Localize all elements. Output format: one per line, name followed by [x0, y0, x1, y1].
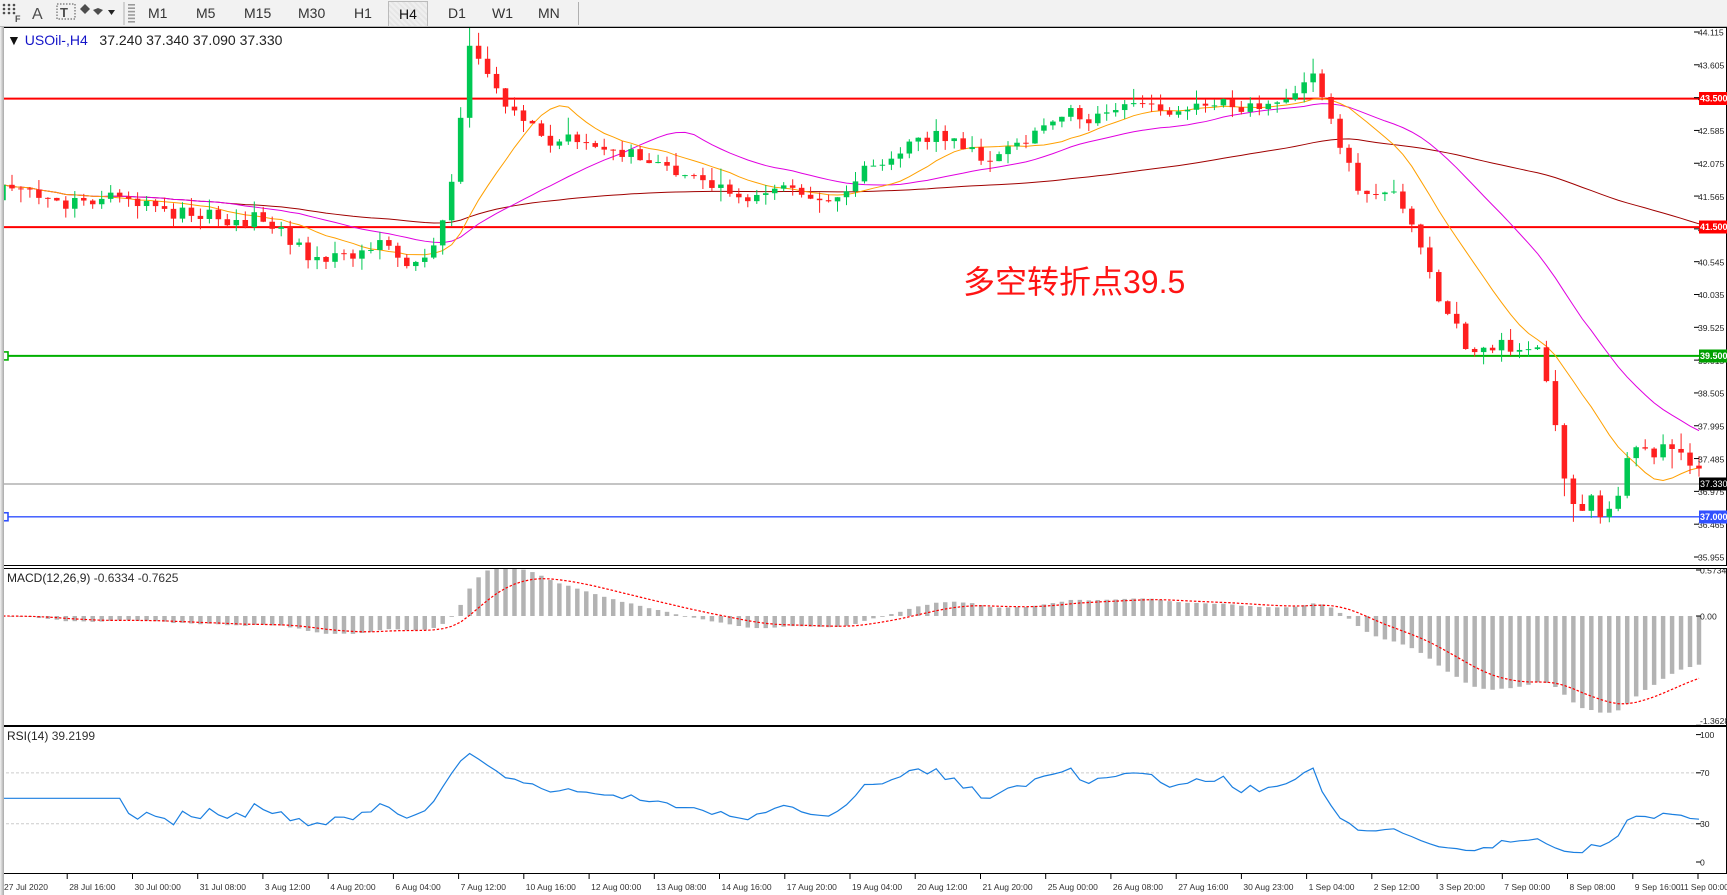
svg-text:6 Aug 04:00: 6 Aug 04:00: [395, 882, 441, 892]
svg-text:41.565: 41.565: [1698, 192, 1725, 202]
svg-text:7 Aug 12:00: 7 Aug 12:00: [461, 882, 507, 892]
svg-text:28 Jul 16:00: 28 Jul 16:00: [69, 882, 116, 892]
svg-text:9 Sep 16:00: 9 Sep 16:00: [1635, 882, 1681, 892]
svg-text:A: A: [32, 6, 43, 23]
svg-text:14 Aug 16:00: 14 Aug 16:00: [722, 882, 772, 892]
svg-text:13 Aug 08:00: 13 Aug 08:00: [656, 882, 706, 892]
svg-text:17 Aug 20:00: 17 Aug 20:00: [787, 882, 837, 892]
svg-text:27 Jul 2020: 27 Jul 2020: [4, 882, 48, 892]
svg-text:26 Aug 08:00: 26 Aug 08:00: [1113, 882, 1163, 892]
svg-text:70: 70: [1700, 768, 1710, 778]
svg-text:40.035: 40.035: [1698, 290, 1725, 300]
svg-text:多空转折点39.5: 多空转折点39.5: [963, 264, 1185, 300]
svg-text:19 Aug 04:00: 19 Aug 04:00: [852, 882, 902, 892]
svg-text:2 Sep 12:00: 2 Sep 12:00: [1374, 882, 1420, 892]
svg-text:27 Aug 16:00: 27 Aug 16:00: [1178, 882, 1228, 892]
svg-text:39.525: 39.525: [1698, 323, 1725, 333]
svg-text:37.485: 37.485: [1698, 454, 1725, 464]
svg-text:25 Aug 00:00: 25 Aug 00:00: [1048, 882, 1098, 892]
svg-text:39.500: 39.500: [1700, 351, 1727, 361]
svg-text:12 Aug 00:00: 12 Aug 00:00: [591, 882, 641, 892]
svg-text:37.995: 37.995: [1698, 421, 1725, 431]
svg-text:31 Jul 08:00: 31 Jul 08:00: [200, 882, 247, 892]
svg-text:7 Sep 00:00: 7 Sep 00:00: [1504, 882, 1550, 892]
svg-text:38.505: 38.505: [1698, 389, 1725, 399]
svg-text:41.500: 41.500: [1700, 222, 1727, 232]
svg-text:35.955: 35.955: [1698, 553, 1725, 563]
svg-text:44.115: 44.115: [1698, 28, 1724, 38]
svg-text:21 Aug 20:00: 21 Aug 20:00: [983, 882, 1033, 892]
svg-text:30 Jul 00:00: 30 Jul 00:00: [135, 882, 182, 892]
svg-text:0.5734: 0.5734: [1700, 569, 1727, 576]
svg-text:1 Sep 04:00: 1 Sep 04:00: [1309, 882, 1355, 892]
svg-text:T: T: [60, 5, 68, 20]
svg-text:37.330: 37.330: [1700, 479, 1727, 489]
svg-text:4 Aug 20:00: 4 Aug 20:00: [330, 882, 376, 892]
svg-text:42.075: 42.075: [1698, 159, 1725, 169]
svg-text:20 Aug 12:00: 20 Aug 12:00: [917, 882, 967, 892]
svg-text:43.500: 43.500: [1700, 94, 1727, 104]
svg-text:0.00: 0.00: [1700, 612, 1717, 622]
svg-text:30 Aug 23:00: 30 Aug 23:00: [1243, 882, 1293, 892]
svg-text:11 Sep 00:00: 11 Sep 00:00: [1680, 882, 1727, 892]
svg-text:0: 0: [1700, 857, 1705, 867]
svg-text:F: F: [15, 14, 21, 24]
svg-text:-1.3628: -1.3628: [1700, 716, 1727, 726]
svg-text:40.545: 40.545: [1698, 257, 1725, 267]
svg-text:43.605: 43.605: [1698, 61, 1725, 71]
svg-text:100: 100: [1700, 730, 1715, 740]
svg-text:37.000: 37.000: [1700, 512, 1727, 522]
svg-text:3 Sep 20:00: 3 Sep 20:00: [1439, 882, 1485, 892]
svg-text:10 Aug 16:00: 10 Aug 16:00: [526, 882, 576, 892]
svg-text:8 Sep 08:00: 8 Sep 08:00: [1570, 882, 1616, 892]
svg-text:3 Aug 12:00: 3 Aug 12:00: [265, 882, 311, 892]
svg-text:30: 30: [1700, 819, 1710, 829]
svg-text:42.585: 42.585: [1698, 126, 1725, 136]
